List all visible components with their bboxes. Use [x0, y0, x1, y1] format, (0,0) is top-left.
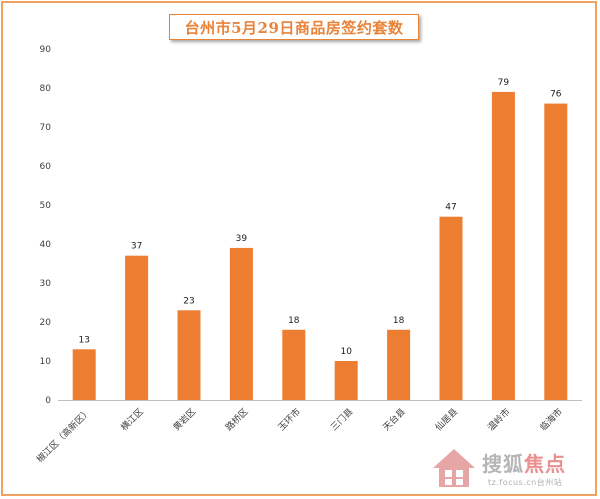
bar	[125, 255, 149, 400]
data-label: 79	[498, 78, 510, 88]
watermark-brand: 搜狐焦点	[482, 448, 566, 477]
y-tick-label: 10	[40, 357, 52, 367]
x-tick-label: 天台县	[380, 406, 408, 434]
x-tick-label: 三门县	[328, 406, 356, 434]
y-tick-label: 90	[40, 45, 52, 55]
bar	[72, 349, 96, 400]
watermark-url: tz.focus.cn台州站	[488, 478, 563, 487]
watermark-brand-prefix: 搜狐	[482, 452, 524, 476]
y-tick-label: 0	[45, 396, 51, 406]
bar	[439, 216, 463, 400]
data-label: 23	[183, 296, 194, 306]
data-label: 18	[288, 316, 300, 326]
x-tick-label: 仙居县	[433, 406, 461, 434]
bar	[282, 329, 306, 400]
bar	[387, 329, 411, 400]
data-label: 10	[340, 347, 352, 357]
data-label: 76	[550, 90, 562, 100]
x-tick-label: 椒江区（高新区）	[34, 406, 93, 465]
data-label: 47	[445, 203, 456, 213]
x-tick-label: 路桥区	[223, 406, 251, 434]
y-tick-label: 40	[40, 240, 52, 250]
x-tick-label: 玉环市	[275, 406, 303, 434]
bar	[544, 103, 568, 400]
watermark-logo: 搜狐焦点 tz.focus.cn台州站	[430, 444, 590, 492]
bar	[229, 247, 253, 400]
data-label: 39	[236, 234, 248, 244]
chart-title: 台州市5月29日商品房签约套数	[169, 14, 419, 40]
house-icon	[433, 449, 475, 487]
y-tick-label: 70	[40, 123, 52, 133]
x-tick-label: 温岭市	[485, 406, 513, 434]
x-tick-label: 黄岩区	[171, 406, 199, 434]
watermark-brand-accent: 焦点	[524, 452, 566, 476]
y-tick-label: 20	[40, 318, 52, 328]
y-tick-label: 80	[40, 84, 52, 94]
y-tick-label: 50	[40, 201, 52, 211]
x-tick-label: 临海市	[537, 406, 565, 434]
y-tick-label: 60	[40, 162, 52, 172]
x-tick-label: 横江区	[118, 406, 146, 434]
data-label: 13	[78, 335, 89, 345]
bar	[334, 361, 358, 400]
y-tick-label: 30	[40, 279, 52, 289]
data-label: 37	[131, 242, 142, 252]
bar	[177, 310, 201, 400]
bar	[491, 91, 515, 401]
data-label: 18	[393, 316, 405, 326]
